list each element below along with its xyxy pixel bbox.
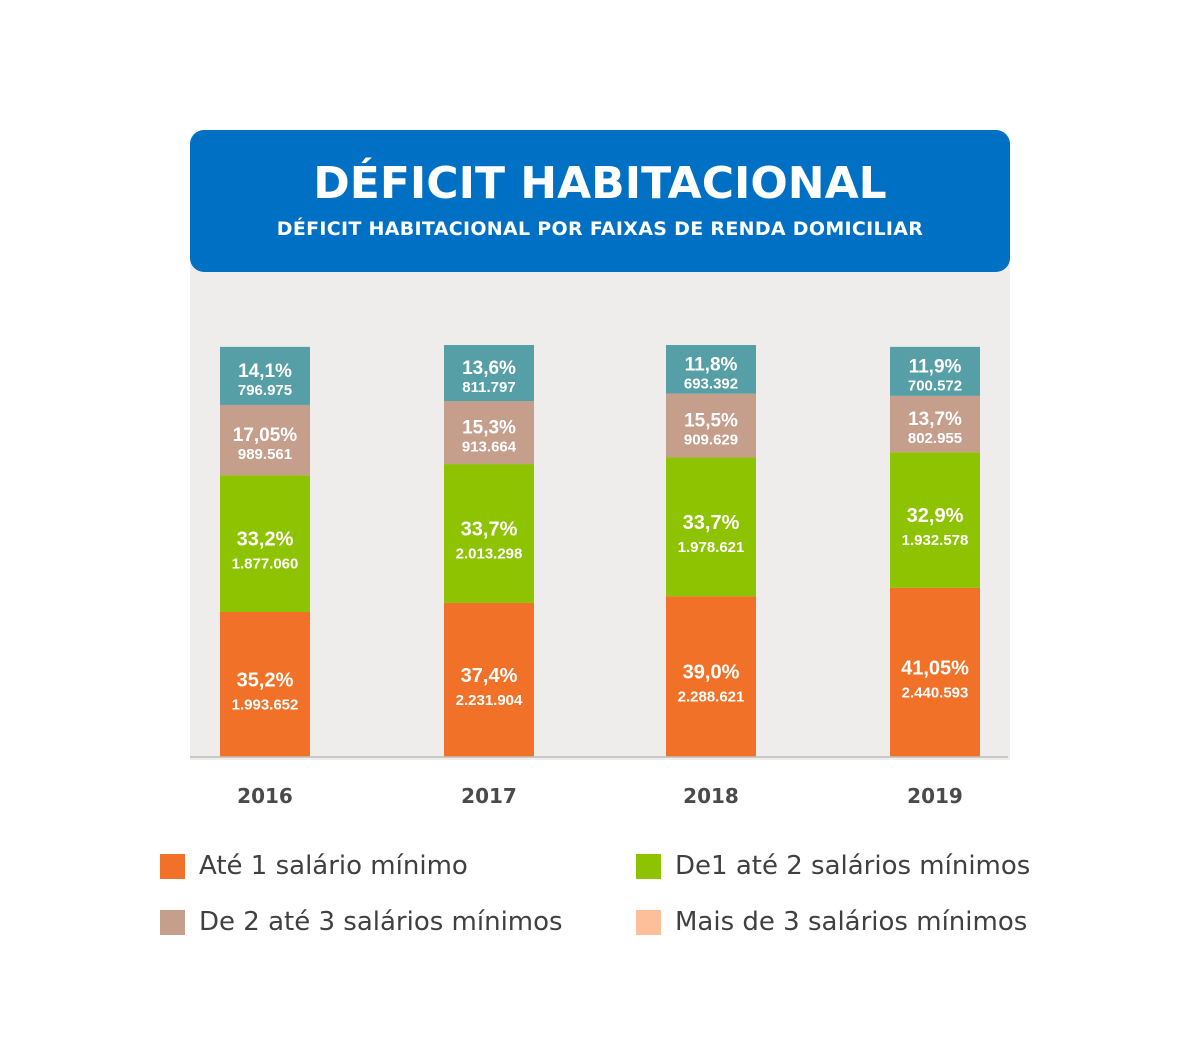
percent-label-2016-2: 33,2%	[237, 529, 294, 551]
percent-label-2019-4: 11,9%	[909, 356, 962, 377]
chart-title: DÉFICIT HABITACIONAL	[313, 158, 887, 209]
value-label-2016-3: 989.561	[238, 446, 292, 463]
value-label-2017-2: 2.013.298	[456, 545, 523, 562]
x-tick-2016: 2016	[237, 784, 293, 808]
bars-group	[220, 345, 980, 757]
bar-segment-2018-2	[666, 457, 756, 597]
bar-segment-2017-1	[444, 602, 534, 757]
bar-segment-2016-3	[220, 404, 310, 476]
value-label-2018-3: 909.629	[684, 432, 738, 449]
bar-segment-2017-3	[444, 401, 534, 465]
value-label-2016-2: 1.877.060	[232, 556, 299, 573]
bar-segment-2019-3	[890, 395, 980, 453]
bar-segment-2016-1	[220, 611, 310, 757]
percent-label-2016-1: 35,2%	[237, 669, 294, 691]
value-label-2019-2: 1.932.578	[902, 532, 969, 549]
x-tick-2018: 2018	[683, 784, 739, 808]
data-labels-group: 35,2% 1.993.652 33,2% 1.877.060 17,05%989.56…	[232, 354, 969, 713]
bar-segment-2016-4	[220, 346, 310, 405]
value-label-2018-1: 2.288.621	[678, 689, 745, 706]
bar-segment-2017-2	[444, 464, 534, 603]
value-label-2016-4: 796.975	[238, 382, 292, 399]
percent-label-2017-2: 33,7%	[461, 518, 518, 540]
value-label-2018-4: 693.392	[684, 375, 738, 392]
bar-segment-2019-1	[890, 587, 980, 757]
percent-label-2018-3: 15,5%	[684, 411, 738, 432]
percent-label-2018-4: 11,8%	[685, 354, 738, 375]
percent-label-2017-1: 37,4%	[461, 665, 518, 687]
x-tick-2019: 2019	[907, 784, 963, 808]
bar-segment-2019-2	[890, 452, 980, 588]
percent-label-2018-1: 39,0%	[683, 662, 740, 684]
value-label-2017-4: 811.797	[462, 379, 515, 396]
value-label-2018-2: 1.978.621	[678, 539, 745, 556]
x-tick-2017: 2017	[461, 784, 517, 808]
percent-label-2017-3: 15,3%	[462, 418, 516, 439]
bar-segment-2017-4	[444, 345, 534, 402]
percent-label-2016-3: 17,05%	[233, 425, 298, 446]
chart-subtitle: DÉFICIT HABITACIONAL POR FAIXAS DE RENDA…	[276, 218, 924, 240]
chart-header: DÉFICIT HABITACIONAL DÉFICIT HABITACIONA…	[190, 130, 1010, 272]
x-tick-labels: 2016 2017 2018 2019	[237, 784, 963, 808]
value-label-2019-3: 802.955	[908, 430, 962, 447]
bar-segment-2018-1	[666, 596, 756, 757]
percent-label-2019-2: 32,9%	[907, 505, 964, 527]
bar-segment-2019-4	[890, 346, 980, 396]
value-label-2016-1: 1.993.652	[232, 696, 299, 713]
value-label-2019-4: 700.572	[908, 377, 962, 394]
value-label-2017-3: 913.664	[462, 439, 517, 456]
bar-segment-2016-2	[220, 475, 310, 612]
percent-label-2017-4: 13,6%	[462, 358, 516, 379]
value-label-2019-1: 2.440.593	[902, 684, 969, 701]
percent-label-2019-3: 13,7%	[908, 409, 962, 430]
percent-label-2016-4: 14,1%	[238, 361, 292, 382]
value-label-2017-1: 2.231.904	[456, 692, 523, 709]
percent-label-2019-1: 41,05%	[901, 657, 969, 679]
bar-segment-2018-3	[666, 393, 756, 458]
bar-segment-2018-4	[666, 345, 756, 394]
percent-label-2018-2: 33,7%	[683, 512, 740, 534]
